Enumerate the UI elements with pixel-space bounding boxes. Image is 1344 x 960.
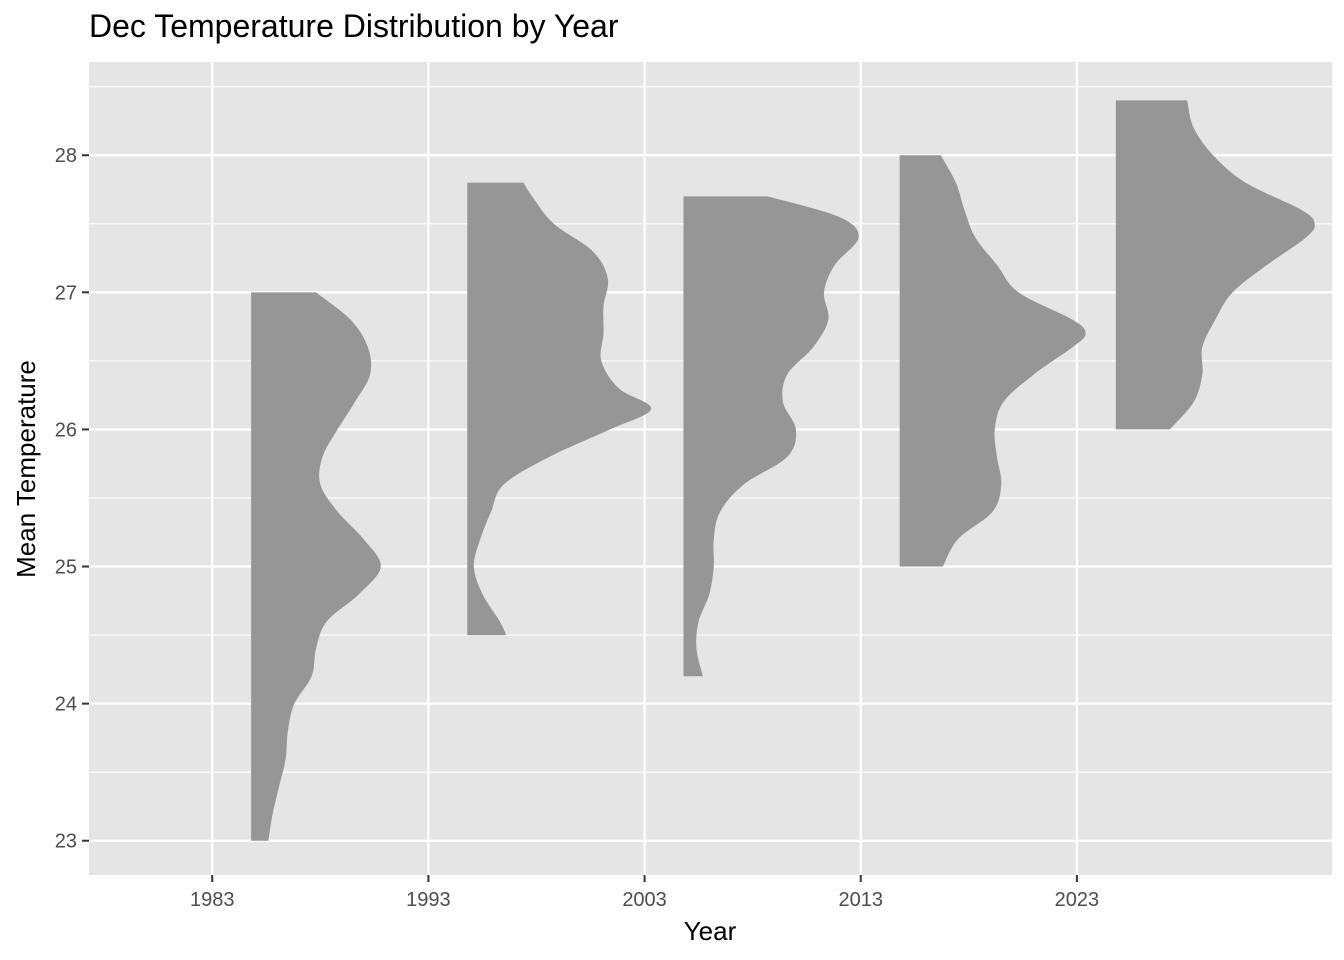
y-tick-label: 25 <box>55 557 77 579</box>
x-tick-labels: 1983 1993 2003 2013 2023 <box>190 889 1099 911</box>
half-violin-1984.8 <box>251 292 381 841</box>
y-tick-label: 27 <box>55 282 77 304</box>
y-axis-title: Mean Temperature <box>11 360 41 578</box>
y-tick-label: 23 <box>55 831 77 853</box>
y-tick-label: 28 <box>55 145 77 167</box>
half-violin-1994.8 <box>467 182 652 636</box>
x-tick-label: 2003 <box>622 889 667 911</box>
x-axis-title: Year <box>684 916 737 946</box>
x-tick-label: 2023 <box>1055 889 1100 911</box>
y-tick-labels: 23 24 25 26 27 28 <box>55 145 77 852</box>
half-violin-2024.8 <box>1115 100 1315 430</box>
half-violin-2014.8 <box>899 155 1086 567</box>
x-tick-label: 2013 <box>838 889 883 911</box>
y-tick-label: 26 <box>55 419 77 441</box>
x-tick-label: 1983 <box>190 889 235 911</box>
axis-ticks <box>82 154 1078 882</box>
violins <box>251 100 1315 841</box>
x-tick-label: 1993 <box>406 889 451 911</box>
half-violin-2004.8 <box>683 196 859 677</box>
chart-title: Dec Temperature Distribution by Year <box>89 8 619 44</box>
y-tick-label: 24 <box>55 694 77 716</box>
